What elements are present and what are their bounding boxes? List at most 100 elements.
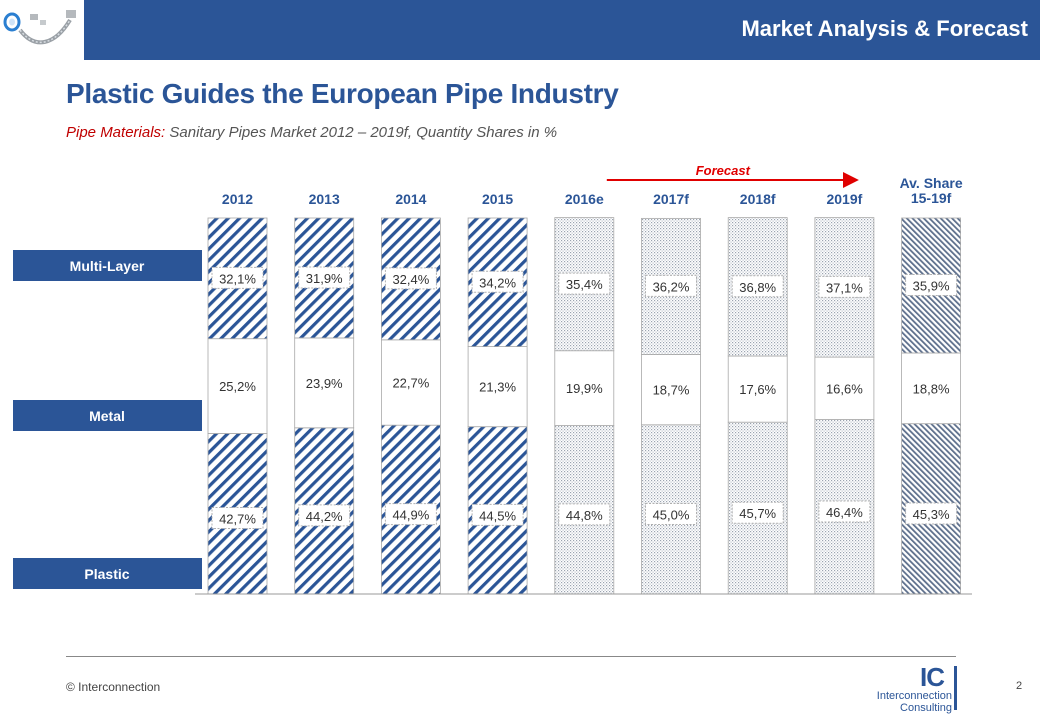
data-label-text: 44,8% <box>566 508 603 523</box>
data-label-box <box>818 275 871 298</box>
data-label-text: 35,9% <box>913 278 950 293</box>
data-label-box <box>471 270 524 293</box>
chart-subtitle: Pipe Materials: Sanitary Pipes Market 20… <box>66 124 557 141</box>
page-title: Plastic Guides the European Pipe Industr… <box>66 78 619 109</box>
logo-mark: IC <box>920 662 945 692</box>
data-label-text: 45,0% <box>653 507 690 522</box>
category-label-av-share-15-19f-line1: Av. Share <box>900 175 963 191</box>
bar-metal-2013 <box>294 337 355 429</box>
data-label-text: 36,2% <box>653 279 690 294</box>
data-label-box <box>558 503 611 526</box>
data-label-box <box>818 500 871 523</box>
data-label-box <box>731 275 784 298</box>
bar-metal-2014 <box>380 339 441 426</box>
data-label-box <box>471 503 524 526</box>
data-label-text: 16,6% <box>826 381 863 396</box>
data-label-box <box>298 504 351 527</box>
data-label-box <box>905 273 958 296</box>
logo-bar <box>954 666 957 710</box>
data-label-text: 45,7% <box>739 506 776 521</box>
data-label-box <box>645 274 697 297</box>
data-label-plastic-2017f: 45,0% <box>645 502 697 525</box>
data-label-text: 37,1% <box>826 280 863 295</box>
copyright-text: © Interconnection <box>66 680 161 694</box>
legend-item-plastic: Plastic <box>13 558 202 589</box>
data-label-text: 25,2% <box>219 379 256 394</box>
forecast-label: Forecast <box>696 163 751 178</box>
bar-metal-2015 <box>467 346 528 428</box>
category-label-2017f: 2017f <box>653 191 689 207</box>
data-label-metal-2016e: 19,9% <box>566 381 603 396</box>
bar-metal-2016e <box>554 350 615 426</box>
data-label-multi-layer-2019f: 37,1% <box>818 275 871 298</box>
logo-sub: Consulting <box>900 702 952 714</box>
category-label-2012: 2012 <box>222 191 253 207</box>
data-label-box <box>645 502 697 525</box>
legend-box <box>13 250 202 281</box>
data-label-text: 46,4% <box>826 505 863 520</box>
data-label-box <box>298 266 351 289</box>
category-label-2014: 2014 <box>395 191 426 207</box>
data-label-metal-2018f: 17,6% <box>739 382 776 397</box>
data-label-text: 23,9% <box>306 376 343 391</box>
data-label-box <box>731 501 784 524</box>
data-label-box <box>384 503 437 526</box>
category-label-av-share-15-19f-line2: 15-19f <box>911 190 952 206</box>
legend-box <box>13 558 202 589</box>
data-label-text: 34,2% <box>479 275 516 290</box>
subtitle-lead: Pipe Materials: <box>66 124 166 141</box>
category-label-2016e: 2016e <box>565 191 604 207</box>
product-thumbnail <box>0 0 84 60</box>
company-logo: IC Interconnection Consulting <box>862 662 962 714</box>
data-label-text: 31,9% <box>306 271 343 286</box>
data-label-plastic-2014: 44,9% <box>384 503 437 526</box>
data-label-multi-layer-2012: 32,1% <box>211 266 264 289</box>
data-label-plastic-2018f: 45,7% <box>731 501 784 524</box>
data-label-multi-layer-2017f: 36,2% <box>645 274 697 297</box>
data-label-text: 42,7% <box>219 512 256 527</box>
data-label-plastic-av-share-15-19f: 45,3% <box>905 502 958 525</box>
data-label-metal-av-share-15-19f: 18,8% <box>913 381 950 396</box>
data-label-multi-layer-2014: 32,4% <box>384 267 437 290</box>
data-label-multi-layer-2018f: 36,8% <box>731 275 784 298</box>
data-label-box <box>384 267 437 290</box>
data-label-text: 17,6% <box>739 382 776 397</box>
data-label-text: 21,3% <box>479 380 516 395</box>
data-label-metal-2013: 23,9% <box>306 376 343 391</box>
bar-group-2019f <box>814 217 875 595</box>
data-label-text: 45,3% <box>913 507 950 522</box>
data-label-box <box>558 272 611 295</box>
data-label-metal-2015: 21,3% <box>479 380 516 395</box>
category-label-2018f: 2018f <box>740 191 776 207</box>
header-title: Market Analysis & Forecast <box>741 16 1028 41</box>
page-number: 2 <box>1016 680 1023 692</box>
footer-divider <box>66 656 956 657</box>
stacked-bar-chart: Plastic Metal Multi-Layer 42,7% 25,2% 32,1% 4… <box>13 163 972 595</box>
data-label-text: 44,9% <box>392 508 429 523</box>
data-label-multi-layer-2013: 31,9% <box>298 266 351 289</box>
data-label-text: 32,1% <box>219 271 256 286</box>
data-label-metal-2019f: 16,6% <box>826 381 863 396</box>
data-label-text: 44,2% <box>306 509 343 524</box>
legend-item-multi-layer: Multi-Layer <box>13 250 202 281</box>
bar-group-2017f <box>641 217 701 595</box>
legend-label: Plastic <box>84 566 129 582</box>
data-label-text: 35,4% <box>566 277 603 292</box>
legend-box <box>13 400 202 431</box>
data-label-text: 18,7% <box>653 383 690 398</box>
data-label-box <box>905 502 958 525</box>
data-label-box <box>211 507 264 530</box>
bar-metal-2012 <box>207 338 268 434</box>
bar-group-2018f <box>727 217 788 595</box>
category-label-2019f: 2019f <box>826 191 862 207</box>
data-label-multi-layer-av-share-15-19f: 35,9% <box>905 273 958 296</box>
data-label-text: 36,8% <box>739 280 776 295</box>
header-bar: Market Analysis & Forecast <box>84 0 1040 60</box>
pipe-fitting-icon <box>3 10 76 45</box>
data-label-text: 44,5% <box>479 508 516 523</box>
data-label-multi-layer-2016e: 35,4% <box>558 272 611 295</box>
data-label-plastic-2016e: 44,8% <box>558 503 611 526</box>
data-label-plastic-2015: 44,5% <box>471 503 524 526</box>
legend-item-metal: Metal <box>13 400 202 431</box>
data-label-metal-2012: 25,2% <box>219 379 256 394</box>
